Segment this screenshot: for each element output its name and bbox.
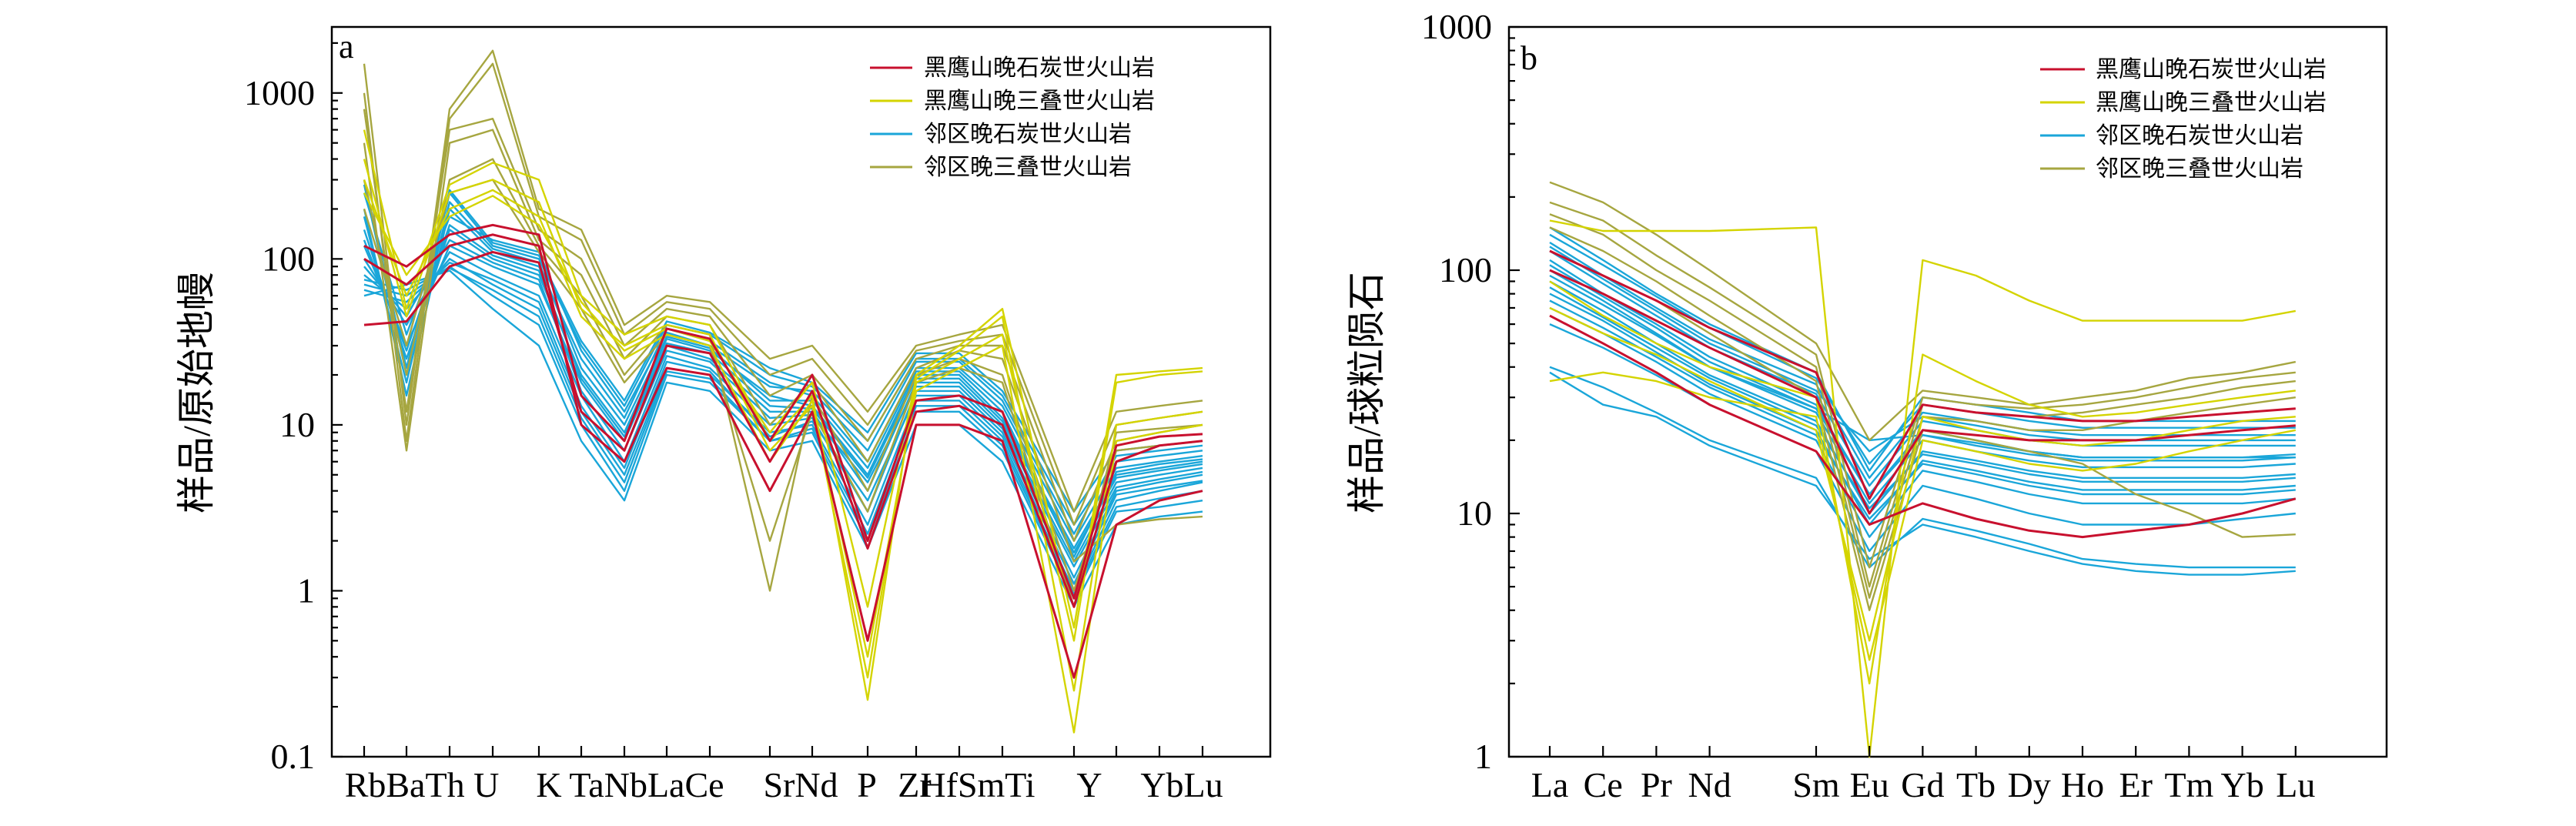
panel-a-y-axis-title: 样品/原始地幔: [175, 272, 218, 513]
panel-a-legend-label-1: 黑鹰山晚三叠世火山岩: [924, 89, 1155, 114]
panel-a-series-line-17: [363, 239, 1203, 568]
panel-a-y-tick-label: 100: [262, 239, 315, 278]
panel-a-x-tick-label-k: K: [536, 765, 561, 804]
panel-b-series-line-21: [1549, 299, 2296, 520]
panel-b-series-line-19: [1549, 274, 2296, 496]
panel-b-y-tick-label: 1000: [1421, 7, 1492, 46]
panel-a-series-lines: [363, 49, 1203, 734]
panel-b-series-line-9: [1549, 249, 2296, 487]
panel-b-series-line-6: [1549, 371, 2297, 661]
panel-a-y-tick-label: 1000: [244, 73, 315, 112]
panel-a-series-line-8: [363, 208, 1203, 542]
panel-b-series-line-24: [1549, 181, 2297, 442]
panel-a-series-line-24: [363, 109, 1203, 542]
panel-b-series-line-17: [1549, 371, 2296, 576]
panel-b-series-line-16: [1549, 366, 2296, 569]
panel-b-legend-label-2: 邻区晚石炭世火山岩: [2096, 123, 2303, 149]
panel-a-x-tick-label-p: P: [857, 765, 877, 804]
panel-b-x-tick-label-pr: Pr: [1641, 765, 1672, 804]
panel-a-trace-element-diagram: a 1000 100 10 1 0.1 RbBaTh U K TaNbLaCe SrNd P Zr…: [175, 25, 1272, 804]
panel-b-y-tick-label: 100: [1439, 250, 1492, 289]
panel-b-series-line-20: [1549, 286, 2296, 510]
panel-a-legend-label-3: 邻区晚三叠世火山岩: [924, 155, 1132, 180]
panel-b-x-tick-label-la: La: [1531, 765, 1569, 804]
panel-a-x-tick-label-tanblace: TaNbLaCe: [569, 765, 724, 804]
panel-b-y-tick-label: 1: [1474, 737, 1492, 776]
panel-b-x-axis-ticks: La Ce Pr Nd Sm Eu Gd Tb Dy Ho Er Tm Yb Lu: [1531, 746, 2315, 804]
panel-a-series-line-19: [363, 179, 1203, 513]
panel-b-series-line-23: [1549, 264, 2296, 459]
panel-a-legend-label-0: 黑鹰山晚石炭世火山岩: [924, 55, 1155, 81]
panel-b-series-line-27: [1549, 226, 2296, 599]
panel-a-series-line-4: [363, 159, 1203, 679]
panel-b-series-line-22: [1549, 246, 2296, 453]
panel-b-x-tick-label-yb: Yb: [2220, 765, 2263, 804]
panel-a-x-tick-label-yblu: YbLu: [1140, 765, 1223, 804]
panel-b-series-line-1: [1549, 269, 2296, 515]
panel-a-series-line-6: [363, 192, 1203, 692]
panel-a-series-line-0: [363, 223, 1203, 600]
panel-a-letter: a: [339, 28, 354, 65]
panel-a-series-line-16: [363, 201, 1203, 558]
panel-b-series-line-14: [1549, 306, 2296, 538]
panel-a-y-tick-label: 0.1: [271, 737, 316, 776]
panel-a-plot-frame: [330, 25, 1272, 758]
panel-b-x-tick-label-er: Er: [2119, 765, 2152, 804]
panel-a-x-tick-label-zr: Zr: [898, 765, 931, 804]
panel-b-y-tick-label: 10: [1457, 493, 1492, 533]
panel-a-series-line-20: [363, 224, 1203, 553]
panel-b-series-line-25: [1549, 201, 2296, 569]
panel-b-y-axis-ticks: 1000 100 10 1: [1421, 7, 1520, 776]
panel-b-series-line-12: [1549, 280, 2296, 515]
panel-b-x-tick-label-ce: Ce: [1584, 765, 1623, 804]
panel-a-series-line-22: [363, 49, 1203, 513]
panel-a-y-tick-label: 10: [279, 405, 315, 444]
panel-b-x-tick-label-ho: Ho: [2061, 765, 2104, 804]
panel-a-series-line-23: [363, 62, 1203, 526]
panel-b-series-line-0: [1549, 249, 2296, 500]
panel-a-x-tick-label-y: Y: [1076, 765, 1102, 804]
panel-b-plot-frame: [1507, 25, 2388, 758]
panel-b-legend-label-0: 黑鹰山晚石炭世火山岩: [2096, 57, 2327, 82]
panel-b-legend-label-3: 邻区晚三叠世火山岩: [2096, 156, 2303, 182]
panel-b-series-line-5: [1549, 306, 2296, 642]
panel-a-x-tick-label-hfsmti: HfSmTi: [920, 765, 1035, 804]
panel-a-y-axis-ticks: 1000 100 10 1 0.1: [244, 42, 343, 776]
panel-b-x-tick-label-gd: Gd: [1901, 765, 1944, 804]
panel-a-series-line-15: [363, 192, 1203, 535]
panel-b-series-line-13: [1549, 293, 2296, 526]
panel-b-letter: b: [1521, 39, 1537, 77]
panel-b-series-line-4: [1549, 280, 2296, 685]
panel-a-series-line-2: [363, 233, 1203, 679]
panel-a-y-tick-label: 1: [297, 570, 315, 610]
panel-b-x-tick-label-dy: Dy: [2008, 765, 2051, 804]
panel-a-series-line-18: [363, 261, 1203, 585]
panel-b-series-lines: [1549, 181, 2297, 758]
panel-a-series-line-26: [363, 158, 1203, 592]
panel-b-x-tick-label-tm: Tm: [2164, 765, 2213, 804]
panel-a-series-line-5: [363, 179, 1203, 734]
panel-b-x-tick-label-tb: Tb: [1956, 765, 1996, 804]
panel-b-series-line-3: [1549, 219, 2297, 758]
panel-a-series-line-25: [363, 129, 1203, 563]
panel-a-x-tick-label-rbbath-u: RbBaTh U: [345, 765, 500, 804]
panel-b-series-line-11: [1549, 269, 2296, 505]
panel-b-y-axis-title: 样品/球粒陨石: [1345, 272, 1388, 513]
panel-a-series-line-3: [363, 129, 1203, 701]
panel-b-series-line-2: [1549, 314, 2297, 539]
panel-a-x-tick-label-srnd: SrNd: [763, 765, 838, 804]
panel-b-x-tick-label-nd: Nd: [1688, 765, 1731, 804]
panel-a-series-line-12: [363, 258, 1203, 592]
panel-a-series-line-1: [363, 250, 1203, 608]
panel-b-x-tick-label-eu: Eu: [1850, 765, 1889, 804]
panel-b-x-tick-label-sm: Sm: [1792, 765, 1840, 804]
panel-b-legend-label-1: 黑鹰山晚三叠世火山岩: [2096, 90, 2327, 115]
panel-b-x-tick-label-lu: Lu: [2276, 765, 2315, 804]
panel-a-legend-label-2: 邻区晚石炭世火山岩: [924, 122, 1132, 147]
